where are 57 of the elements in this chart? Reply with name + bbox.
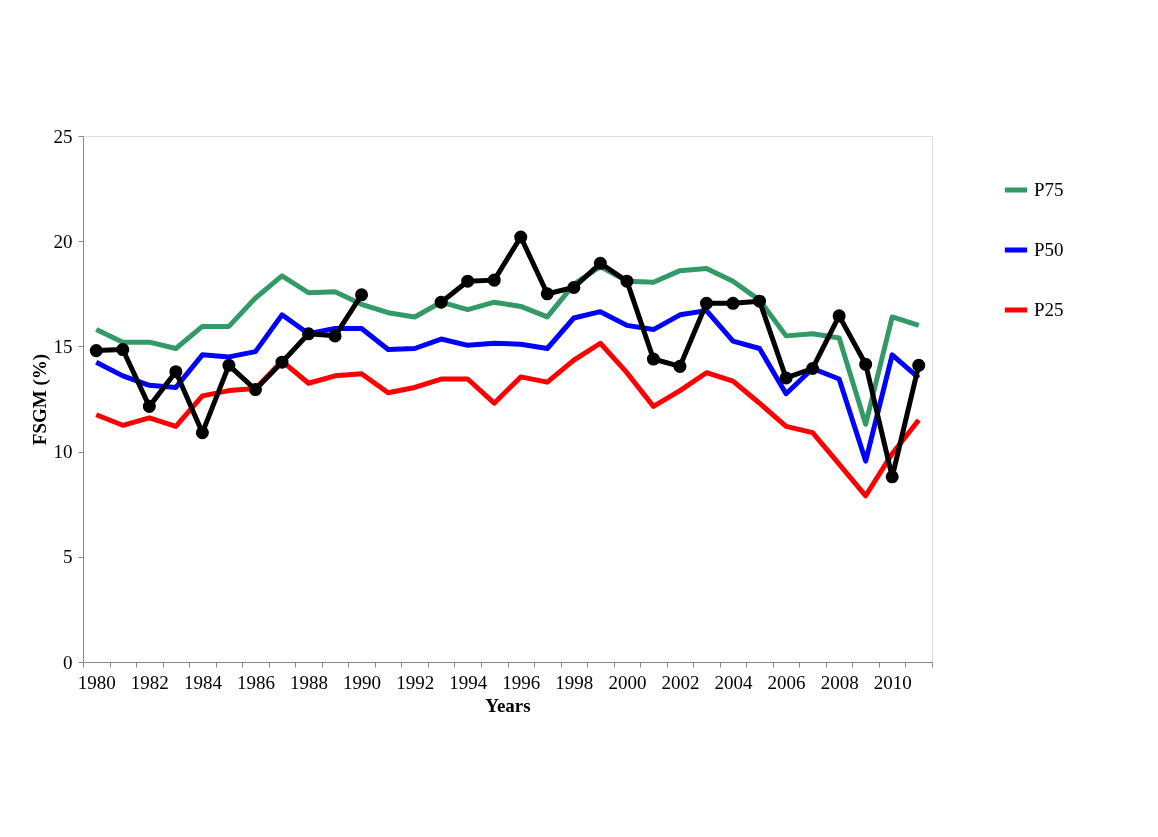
legend-label: P50: [1034, 239, 1064, 260]
x-tick-label: 1988: [290, 671, 329, 693]
point: [726, 296, 740, 310]
y-axis-title: FSGM (%): [28, 353, 51, 446]
x-tick-label: 1998: [555, 671, 594, 693]
point: [514, 230, 528, 244]
point: [355, 288, 369, 302]
y-tick-label: 20: [53, 230, 73, 252]
point: [275, 355, 289, 369]
point: [302, 327, 316, 341]
x-tick-label: 1984: [183, 671, 223, 693]
point: [142, 399, 156, 413]
x-tick-label: 1996: [502, 671, 541, 693]
x-tick-label: 2004: [714, 671, 754, 693]
x-tick-label: 1994: [449, 671, 488, 693]
point: [912, 358, 926, 372]
x-tick-label: 1990: [343, 671, 382, 693]
x-tick-label: 1986: [236, 671, 275, 693]
point: [328, 329, 342, 343]
y-tick-label: 10: [53, 441, 73, 463]
x-tick-label: 2006: [767, 671, 806, 693]
point: [646, 352, 660, 366]
point: [434, 295, 448, 309]
point: [593, 256, 607, 270]
point: [620, 274, 634, 288]
x-axis-title: Years: [485, 694, 531, 716]
point: [195, 426, 209, 440]
x-tick-label: 1982: [130, 671, 169, 693]
x-tick-label: 2000: [608, 671, 647, 693]
x-tick-label: 2010: [873, 671, 912, 693]
legend-label: P75: [1034, 179, 1064, 200]
y-tick-label: 0: [63, 651, 73, 673]
point: [859, 357, 873, 371]
x-tick-label: 2008: [820, 671, 859, 693]
point: [567, 280, 581, 294]
point: [116, 343, 130, 357]
point: [222, 358, 236, 372]
y-tick-label: 15: [53, 335, 73, 357]
point: [540, 287, 554, 301]
x-tick-label: 2002: [661, 671, 700, 693]
legend-label: P25: [1034, 299, 1064, 320]
point: [806, 361, 820, 375]
point: [461, 274, 475, 288]
point: [885, 470, 899, 484]
x-tick-label: 1980: [77, 671, 116, 693]
point: [487, 273, 501, 287]
point: [248, 383, 262, 397]
point: [673, 359, 687, 373]
y-tick-label: 5: [63, 546, 73, 568]
point: [832, 309, 846, 323]
point: [779, 371, 793, 385]
point: [753, 294, 767, 308]
point: [169, 365, 183, 379]
point: [699, 296, 713, 310]
x-tick-label: 1992: [396, 671, 435, 693]
y-tick-label: 25: [53, 125, 73, 147]
point: [89, 344, 103, 358]
